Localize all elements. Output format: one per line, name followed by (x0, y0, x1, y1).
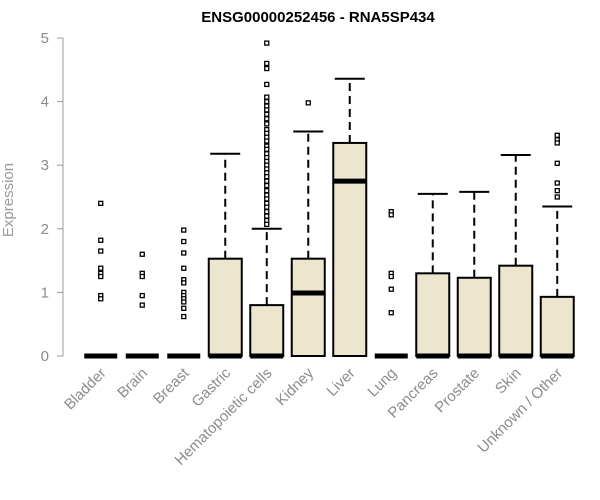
outlier-point (554, 194, 560, 200)
outlier-point (554, 132, 560, 138)
box-iqr (539, 295, 575, 357)
box-group-bladder (84, 200, 118, 359)
outlier-point (264, 178, 270, 184)
outlier-point (264, 213, 270, 219)
outlier-point (264, 221, 270, 227)
box-group-pancreas (415, 192, 451, 359)
outlier-point (264, 65, 270, 72)
outlier-point (181, 280, 187, 286)
outlier-point (388, 212, 394, 218)
box-group-prostate (456, 190, 492, 359)
x-tick-label-bladder: Bladder (61, 365, 110, 414)
box-iqr (207, 257, 243, 357)
y-tick-label: 2 (41, 221, 49, 238)
outlier-point (264, 187, 270, 194)
outlier-point (554, 187, 560, 194)
x-tick-label-kidney: Kidney (273, 364, 318, 409)
outlier-point (181, 265, 187, 271)
outlier-point (264, 208, 270, 215)
x-tick-label-breast: Breast (150, 364, 193, 407)
outlier-point (554, 160, 560, 166)
outlier-point (139, 302, 145, 308)
y-tick-label: 5 (41, 30, 49, 47)
outlier-point (98, 248, 104, 254)
outlier-point (554, 140, 560, 146)
outlier-point (264, 173, 270, 180)
x-tick-label-liver: Liver (324, 365, 359, 400)
outlier-point (264, 60, 270, 67)
outlier-point (181, 238, 187, 245)
outlier-point (181, 299, 187, 305)
outlier-point (264, 146, 270, 152)
outlier-point (264, 81, 270, 88)
outlier-point (305, 100, 311, 106)
outlier-point (264, 196, 270, 202)
box-iqr (332, 141, 368, 357)
outlier-point (98, 265, 104, 271)
outlier-point (98, 237, 104, 243)
box-iqr (249, 304, 285, 357)
box-group-unknown-other (539, 132, 575, 359)
outlier-point (264, 121, 270, 127)
outlier-point (264, 116, 270, 122)
outlier-point (264, 204, 270, 210)
box-group-lung (374, 208, 408, 359)
outlier-point (388, 273, 394, 280)
outlier-point (139, 292, 145, 299)
box-iqr (498, 264, 534, 357)
outlier-point (181, 313, 187, 320)
box-iqr (456, 276, 492, 357)
box-group-skin (498, 154, 534, 359)
y-axis-label: Expression (0, 163, 17, 237)
outlier-point (264, 94, 270, 100)
outlier-point (264, 107, 270, 113)
y-tick-label: 1 (41, 284, 49, 301)
outlier-point (264, 111, 270, 117)
plot-area (84, 40, 575, 359)
outlier-point (388, 310, 394, 316)
outlier-point (554, 180, 560, 186)
box-group-liver (332, 77, 368, 357)
outlier-point (388, 286, 394, 292)
box-group-kidney (290, 100, 326, 357)
outlier-point (264, 182, 270, 189)
box-group-gastric (207, 152, 243, 359)
y-tick-label: 3 (41, 157, 49, 174)
outlier-point (98, 296, 104, 302)
outlier-point (181, 305, 187, 311)
x-tick-label-brain: Brain (114, 365, 151, 402)
chart-title: ENSG00000252456 - RNA5SP434 (201, 9, 435, 26)
x-tick-label-lung: Lung (364, 365, 400, 401)
outlier-point (98, 200, 104, 207)
outlier-point (139, 273, 145, 280)
y-axis: 0 1 2 3 4 5 (41, 30, 64, 365)
box-iqr (415, 272, 451, 358)
y-tick-label: 0 (41, 348, 49, 365)
outlier-point (181, 250, 187, 256)
outlier-point (98, 273, 104, 280)
outlier-point (264, 138, 270, 144)
box-group-brain (125, 251, 159, 359)
y-tick-label: 4 (41, 94, 49, 111)
outlier-point (181, 227, 187, 233)
box-iqr (290, 257, 326, 357)
outlier-point (264, 40, 270, 46)
box-group-breast (167, 227, 201, 359)
outlier-point (264, 98, 270, 105)
x-tick-label-prostate: Prostate (432, 365, 484, 417)
x-tick-label-skin: Skin (492, 365, 525, 398)
outlier-point (139, 251, 145, 257)
box-group-hematopoietic-cells (249, 40, 285, 359)
